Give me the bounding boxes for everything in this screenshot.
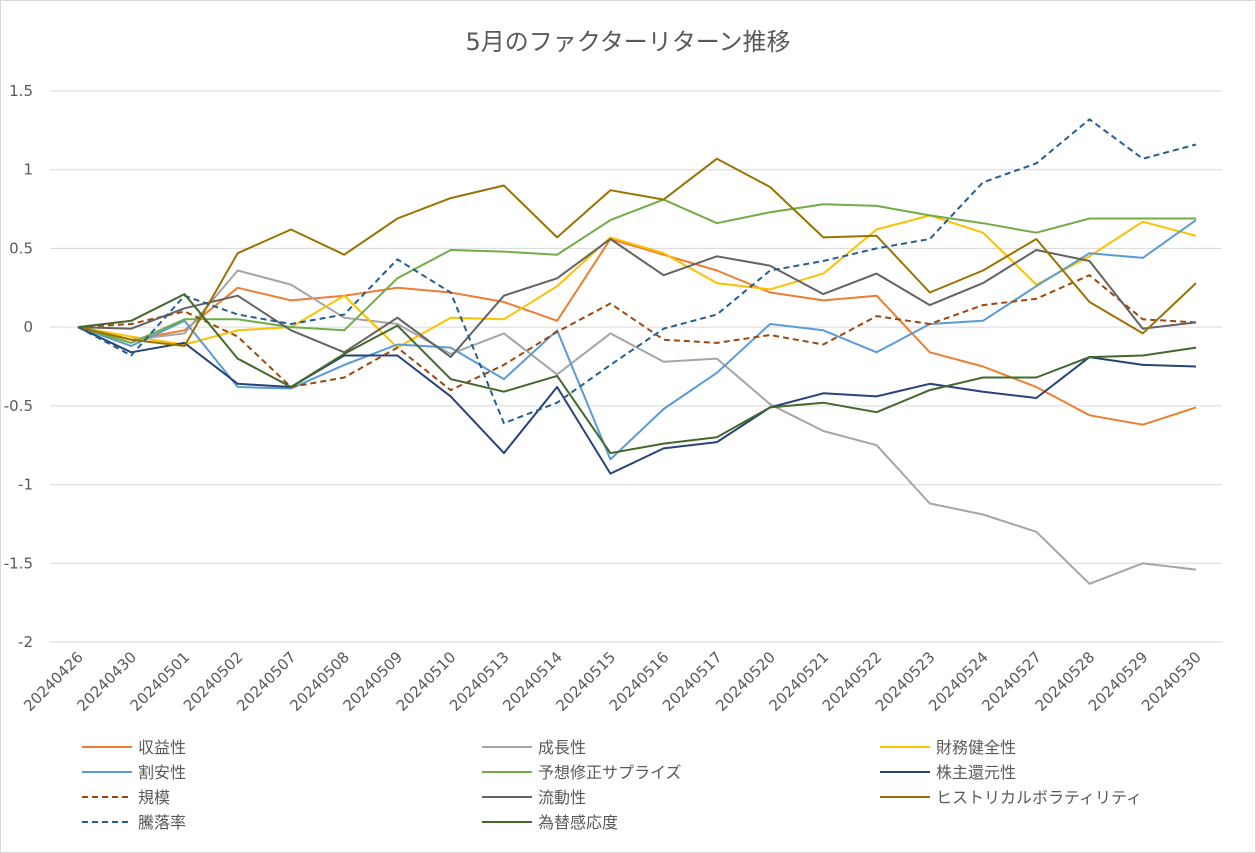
series-line — [77, 198, 1196, 344]
legend-label: 騰落率 — [138, 813, 186, 832]
y-tick-label: -0.5 — [4, 397, 33, 415]
legend-label: 規模 — [138, 788, 170, 807]
y-tick-label: -2 — [18, 633, 33, 651]
y-tick-label: -1 — [18, 476, 33, 494]
series-line — [77, 293, 1197, 455]
y-tick-label: 1 — [23, 161, 33, 179]
legend-label: 財務健全性 — [936, 738, 1016, 757]
series-line — [77, 238, 1197, 359]
legend-label: 株主還元性 — [936, 763, 1016, 782]
legend-label: 予想修正サプライズ — [538, 763, 682, 782]
series-line — [77, 219, 1197, 461]
gridlines — [50, 90, 1222, 643]
y-tick-label: 0.5 — [9, 239, 33, 257]
legend-label: 流動性 — [538, 788, 586, 807]
legend-label: 為替感応度 — [538, 813, 618, 832]
series-line — [77, 157, 1197, 347]
y-tick-label: -1.5 — [4, 554, 33, 572]
legend-label: 成長性 — [538, 738, 586, 757]
series-line — [77, 269, 1197, 585]
series-line — [77, 326, 1197, 475]
legend-label: ヒストリカルボラティリティ — [936, 788, 1142, 807]
series-line — [77, 214, 1197, 349]
x-axis-ticks: 2024042620240430202405012024050220240507… — [20, 648, 1205, 715]
y-tick-label: 0 — [23, 318, 33, 336]
y-axis-ticks: 1.5 1 0.5 0 -0.5 -1 -1.5 -2 — [4, 82, 33, 651]
series-line — [77, 118, 1197, 425]
legend-label: 割安性 — [138, 763, 186, 782]
legend-label: 収益性 — [138, 738, 186, 757]
chart-title: 5月のファクターリターン推移 — [465, 28, 791, 56]
series-line — [77, 274, 1197, 392]
y-tick-label: 1.5 — [9, 82, 33, 100]
series-lines — [77, 118, 1197, 585]
